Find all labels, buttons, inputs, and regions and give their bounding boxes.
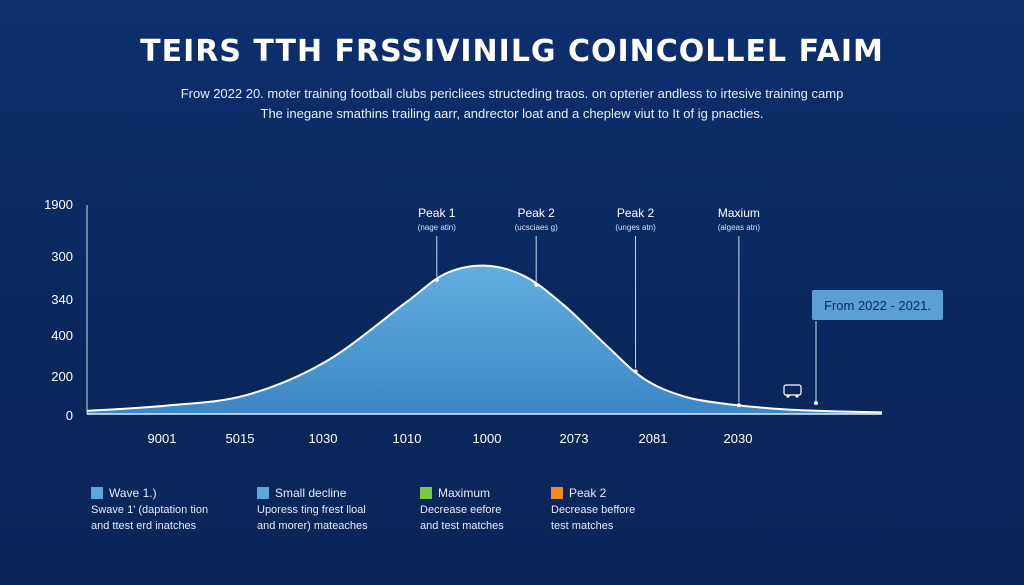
vehicle-wheel-icon bbox=[795, 394, 799, 398]
legend-desc-1b: and ttest erd inatches bbox=[91, 520, 197, 532]
x-tick-label: 2081 bbox=[639, 431, 668, 446]
x-tick-label: 1000 bbox=[473, 431, 502, 446]
callout-marker bbox=[814, 401, 818, 405]
legend-item-4[interactable]: Peak 2 Decrease beffore test matches bbox=[551, 486, 635, 533]
x-tick-label: 2073 bbox=[560, 431, 589, 446]
x-tick-label: 1030 bbox=[309, 431, 338, 446]
legend-desc-4a: Decrease beffore bbox=[551, 504, 636, 516]
legend-item-1[interactable]: Wave 1.) Swave 1' (daptation tion and tt… bbox=[91, 486, 208, 533]
legend-desc-3a: Decrease eefore bbox=[420, 504, 502, 516]
y-tick-label: 300 bbox=[51, 249, 73, 264]
legend-desc-2b: and morer) mateaches bbox=[257, 520, 368, 532]
annotation-label: Maxium bbox=[718, 206, 760, 220]
legend-name-4: Peak 2 bbox=[569, 486, 607, 500]
legend-swatch-2 bbox=[257, 487, 269, 499]
x-tick-label: 1010 bbox=[393, 431, 422, 446]
legend-desc-3b: and test matches bbox=[420, 520, 504, 532]
area-fill bbox=[87, 265, 882, 414]
legend-swatch-3 bbox=[420, 487, 432, 499]
date-range-callout: From 2022 - 2021. bbox=[812, 290, 943, 320]
annotation-label: Peak 2 bbox=[617, 206, 655, 220]
annotation-marker bbox=[434, 277, 439, 282]
area-curve-line bbox=[86, 264, 883, 414]
annotation-marker bbox=[736, 403, 741, 408]
annotation-sublabel: (nage atin) bbox=[418, 223, 457, 232]
annotation-marker bbox=[534, 282, 539, 287]
legend-name-1: Wave 1.) bbox=[109, 486, 157, 500]
y-tick-label: 400 bbox=[51, 328, 73, 343]
annotation-label: Peak 1 bbox=[418, 206, 456, 220]
chart-title: TEIRS TTH FRSSIVINILG COINCOLLEL FAIM bbox=[140, 34, 884, 69]
annotation-marker bbox=[633, 369, 638, 374]
vehicle-icon bbox=[783, 384, 802, 396]
legend-swatch-4 bbox=[551, 487, 563, 499]
x-tick-label: 9001 bbox=[148, 431, 177, 446]
legend-desc-4b: test matches bbox=[551, 520, 614, 532]
subtitle-line-2: The inegane smathins trailing aarr, andr… bbox=[260, 106, 764, 121]
annotation-label: Peak 2 bbox=[517, 206, 555, 220]
x-tick-label: 2030 bbox=[724, 431, 753, 446]
y-tick-label: 0 bbox=[66, 408, 73, 423]
y-tick-label: 1900 bbox=[44, 197, 73, 212]
annotation-sublabel: (algeas atn) bbox=[718, 223, 761, 232]
legend-name-3: Maximum bbox=[438, 486, 491, 500]
vehicle-wheel-icon bbox=[786, 394, 790, 398]
legend-name-2: Small decline bbox=[275, 486, 347, 500]
y-tick-label: 340 bbox=[51, 292, 73, 307]
annotation-sublabel: (unges atn) bbox=[615, 223, 656, 232]
legend-desc-2a: Uporess ting frest lloal bbox=[257, 504, 366, 516]
legend-swatch-1 bbox=[91, 487, 103, 499]
legend-desc-1a: Swave 1' (daptation tion bbox=[91, 504, 209, 516]
legend-item-2[interactable]: Small decline Uporess ting frest lloal a… bbox=[257, 486, 368, 533]
annotation-sublabel: (ucsciaes g) bbox=[515, 223, 558, 232]
y-tick-label: 200 bbox=[51, 369, 73, 384]
subtitle-line-1: Frow 2022 20. moter training football cl… bbox=[180, 86, 844, 101]
x-tick-label: 5015 bbox=[226, 431, 255, 446]
legend-item-3[interactable]: Maximum Decrease eefore and test matches bbox=[420, 486, 504, 533]
